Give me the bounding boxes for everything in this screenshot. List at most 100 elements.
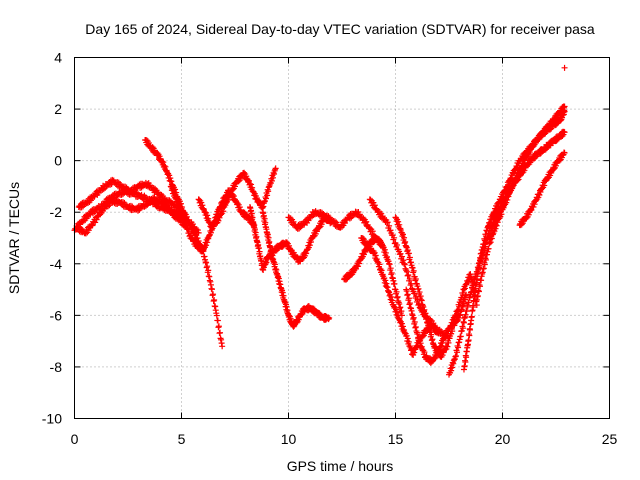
- data-point: [401, 260, 408, 267]
- data-point: [561, 129, 568, 136]
- series-arc-13: [392, 214, 470, 360]
- data-point: [561, 64, 568, 71]
- data-point: [106, 202, 113, 209]
- data-point: [461, 363, 468, 370]
- data-point: [477, 256, 484, 263]
- data-point: [455, 344, 462, 351]
- data-point: [474, 276, 481, 283]
- data-point: [421, 306, 428, 313]
- data-point: [248, 207, 255, 214]
- data-point: [561, 149, 568, 156]
- data-point: [384, 219, 391, 226]
- data-point: [463, 354, 470, 361]
- data-point: [449, 322, 456, 329]
- data-point: [272, 165, 279, 172]
- data-point: [421, 349, 428, 356]
- data-point: [215, 323, 222, 330]
- y-tick-label: 0: [54, 153, 62, 169]
- data-point: [386, 222, 393, 229]
- data-point: [460, 300, 467, 307]
- data-point: [401, 261, 408, 268]
- plot-frame: [74, 57, 610, 419]
- x-tick-label: 10: [281, 431, 297, 447]
- data-point: [204, 263, 211, 270]
- data-point: [481, 237, 488, 244]
- series-arc-20: [561, 64, 568, 71]
- data-point: [411, 318, 418, 325]
- data-point: [485, 245, 492, 252]
- data-point: [210, 291, 217, 298]
- data-point: [393, 242, 400, 249]
- data-point: [363, 218, 370, 225]
- data-point: [208, 286, 215, 293]
- x-tick-label: 5: [178, 431, 186, 447]
- data-point: [452, 353, 459, 360]
- data-point: [275, 275, 282, 282]
- data-point: [476, 260, 483, 267]
- series-arc-4: [142, 137, 226, 350]
- data-point: [387, 227, 394, 234]
- chart-title: Day 165 of 2024, Sidereal Day-to-day VTE…: [85, 21, 595, 37]
- data-point: [408, 280, 415, 287]
- data-point: [398, 253, 405, 260]
- data-point: [459, 291, 466, 298]
- data-point: [185, 227, 192, 234]
- data-point: [416, 300, 423, 307]
- data-point: [401, 234, 408, 241]
- data-point: [265, 234, 272, 241]
- data-point: [480, 265, 487, 272]
- data-point: [391, 234, 398, 241]
- data-point: [264, 231, 271, 238]
- data-point: [217, 329, 224, 336]
- data-point: [181, 216, 188, 223]
- data-point: [498, 211, 505, 218]
- data-point: [405, 295, 412, 302]
- data-point: [387, 291, 394, 298]
- y-tick-labels: 4 2 0 -2 -4 -6 -8 -10: [42, 50, 62, 427]
- series-arc-6: [195, 165, 279, 232]
- data-point: [438, 342, 445, 349]
- data-point: [416, 289, 423, 296]
- data-point: [268, 177, 275, 184]
- data-point: [279, 289, 286, 296]
- data-point: [482, 256, 489, 263]
- data-point: [369, 228, 376, 235]
- data-point: [159, 193, 166, 200]
- data-point: [255, 244, 262, 251]
- data-point: [400, 257, 407, 264]
- x-tick-labels: 0 5 10 15 20 25: [71, 431, 618, 447]
- data-point: [448, 367, 455, 374]
- data-point: [463, 308, 470, 315]
- y-tick-label: -10: [42, 411, 62, 427]
- series-arc-10: [341, 234, 405, 319]
- data-point: [470, 304, 477, 311]
- data-point: [387, 265, 394, 272]
- data-point: [482, 233, 489, 240]
- data-point: [386, 261, 393, 268]
- data-point: [467, 326, 474, 333]
- data-point: [268, 249, 275, 256]
- y-tick-label: -8: [50, 359, 63, 375]
- data-point: [402, 265, 409, 272]
- series-arc-14: [403, 271, 480, 366]
- x-tick-label: 20: [495, 431, 511, 447]
- data-point: [561, 108, 568, 115]
- series-arc-8: [259, 209, 333, 330]
- data-point: [410, 314, 417, 321]
- data-point: [466, 332, 473, 339]
- data-point: [175, 199, 182, 206]
- data-point: [428, 331, 435, 338]
- data-point: [371, 202, 378, 209]
- data-point: [395, 218, 402, 225]
- data-point: [225, 197, 232, 204]
- data-point: [214, 317, 221, 324]
- data-point: [457, 333, 464, 340]
- x-tick-label: 25: [602, 431, 618, 447]
- data-point: [465, 337, 472, 344]
- data-point: [176, 202, 183, 209]
- data-point: [388, 293, 395, 300]
- data-points: [71, 64, 568, 378]
- data-point: [427, 327, 434, 334]
- data-point: [415, 285, 422, 292]
- data-point: [398, 320, 405, 327]
